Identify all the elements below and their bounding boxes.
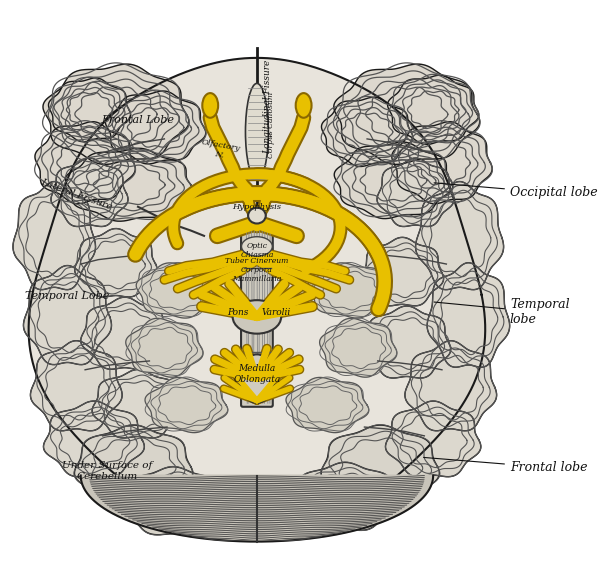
Polygon shape [427, 263, 509, 368]
Polygon shape [43, 64, 189, 165]
Text: Temporal
lobe: Temporal lobe [434, 298, 569, 326]
Polygon shape [392, 122, 492, 204]
Polygon shape [405, 340, 497, 431]
Polygon shape [43, 401, 145, 477]
Polygon shape [334, 142, 453, 219]
Polygon shape [23, 266, 112, 365]
Text: Medulla
Oblongata: Medulla Oblongata [233, 365, 281, 384]
Text: Optic
Chiasma: Optic Chiasma [240, 242, 274, 259]
Polygon shape [81, 297, 169, 369]
Text: Frontal Lobe: Frontal Lobe [101, 115, 175, 125]
Ellipse shape [245, 83, 268, 181]
Text: Olfactory
N.: Olfactory N. [199, 138, 241, 162]
Text: Corpus Callosum: Corpus Callosum [268, 92, 275, 158]
Text: Tuber Cinereum
Corpora
Mammillaria: Tuber Cinereum Corpora Mammillaria [225, 257, 289, 283]
Polygon shape [35, 122, 135, 204]
Polygon shape [13, 182, 95, 290]
Text: Under Surface of
Cerebellum: Under Surface of Cerebellum [62, 462, 152, 481]
Polygon shape [385, 401, 481, 477]
Polygon shape [74, 425, 193, 506]
Text: Longitudinal Fissure: Longitudinal Fissure [263, 59, 272, 154]
Polygon shape [321, 425, 439, 506]
Ellipse shape [248, 208, 266, 223]
Polygon shape [126, 318, 203, 377]
Ellipse shape [242, 237, 272, 256]
Text: Frontal lobe: Frontal lobe [424, 457, 587, 474]
Polygon shape [388, 75, 479, 145]
Text: Lateral Fissure: Lateral Fissure [40, 177, 113, 212]
Polygon shape [286, 377, 369, 433]
Ellipse shape [202, 93, 218, 118]
Polygon shape [29, 58, 485, 525]
Polygon shape [322, 97, 413, 166]
Polygon shape [31, 340, 122, 431]
FancyBboxPatch shape [241, 227, 273, 407]
Polygon shape [308, 263, 391, 318]
Ellipse shape [296, 93, 311, 118]
Polygon shape [334, 64, 479, 165]
Polygon shape [51, 158, 128, 226]
Text: Varolii: Varolii [262, 308, 291, 317]
Polygon shape [145, 377, 228, 433]
Text: Pons: Pons [227, 308, 248, 317]
Polygon shape [92, 369, 184, 438]
Polygon shape [121, 467, 226, 534]
Polygon shape [363, 306, 451, 378]
Polygon shape [292, 462, 398, 530]
Polygon shape [361, 238, 443, 306]
Polygon shape [80, 476, 433, 542]
Polygon shape [320, 318, 397, 377]
Ellipse shape [233, 300, 281, 333]
Polygon shape [416, 182, 503, 290]
Ellipse shape [239, 355, 275, 403]
Polygon shape [65, 148, 193, 221]
Text: Occipital lobe: Occipital lobe [434, 183, 598, 199]
Polygon shape [136, 263, 219, 318]
Polygon shape [106, 91, 206, 164]
Text: Temporal Lobe: Temporal Lobe [25, 291, 110, 301]
Polygon shape [49, 78, 131, 142]
Text: Hypophysis: Hypophysis [232, 203, 281, 212]
Polygon shape [377, 158, 454, 226]
Polygon shape [74, 229, 157, 297]
